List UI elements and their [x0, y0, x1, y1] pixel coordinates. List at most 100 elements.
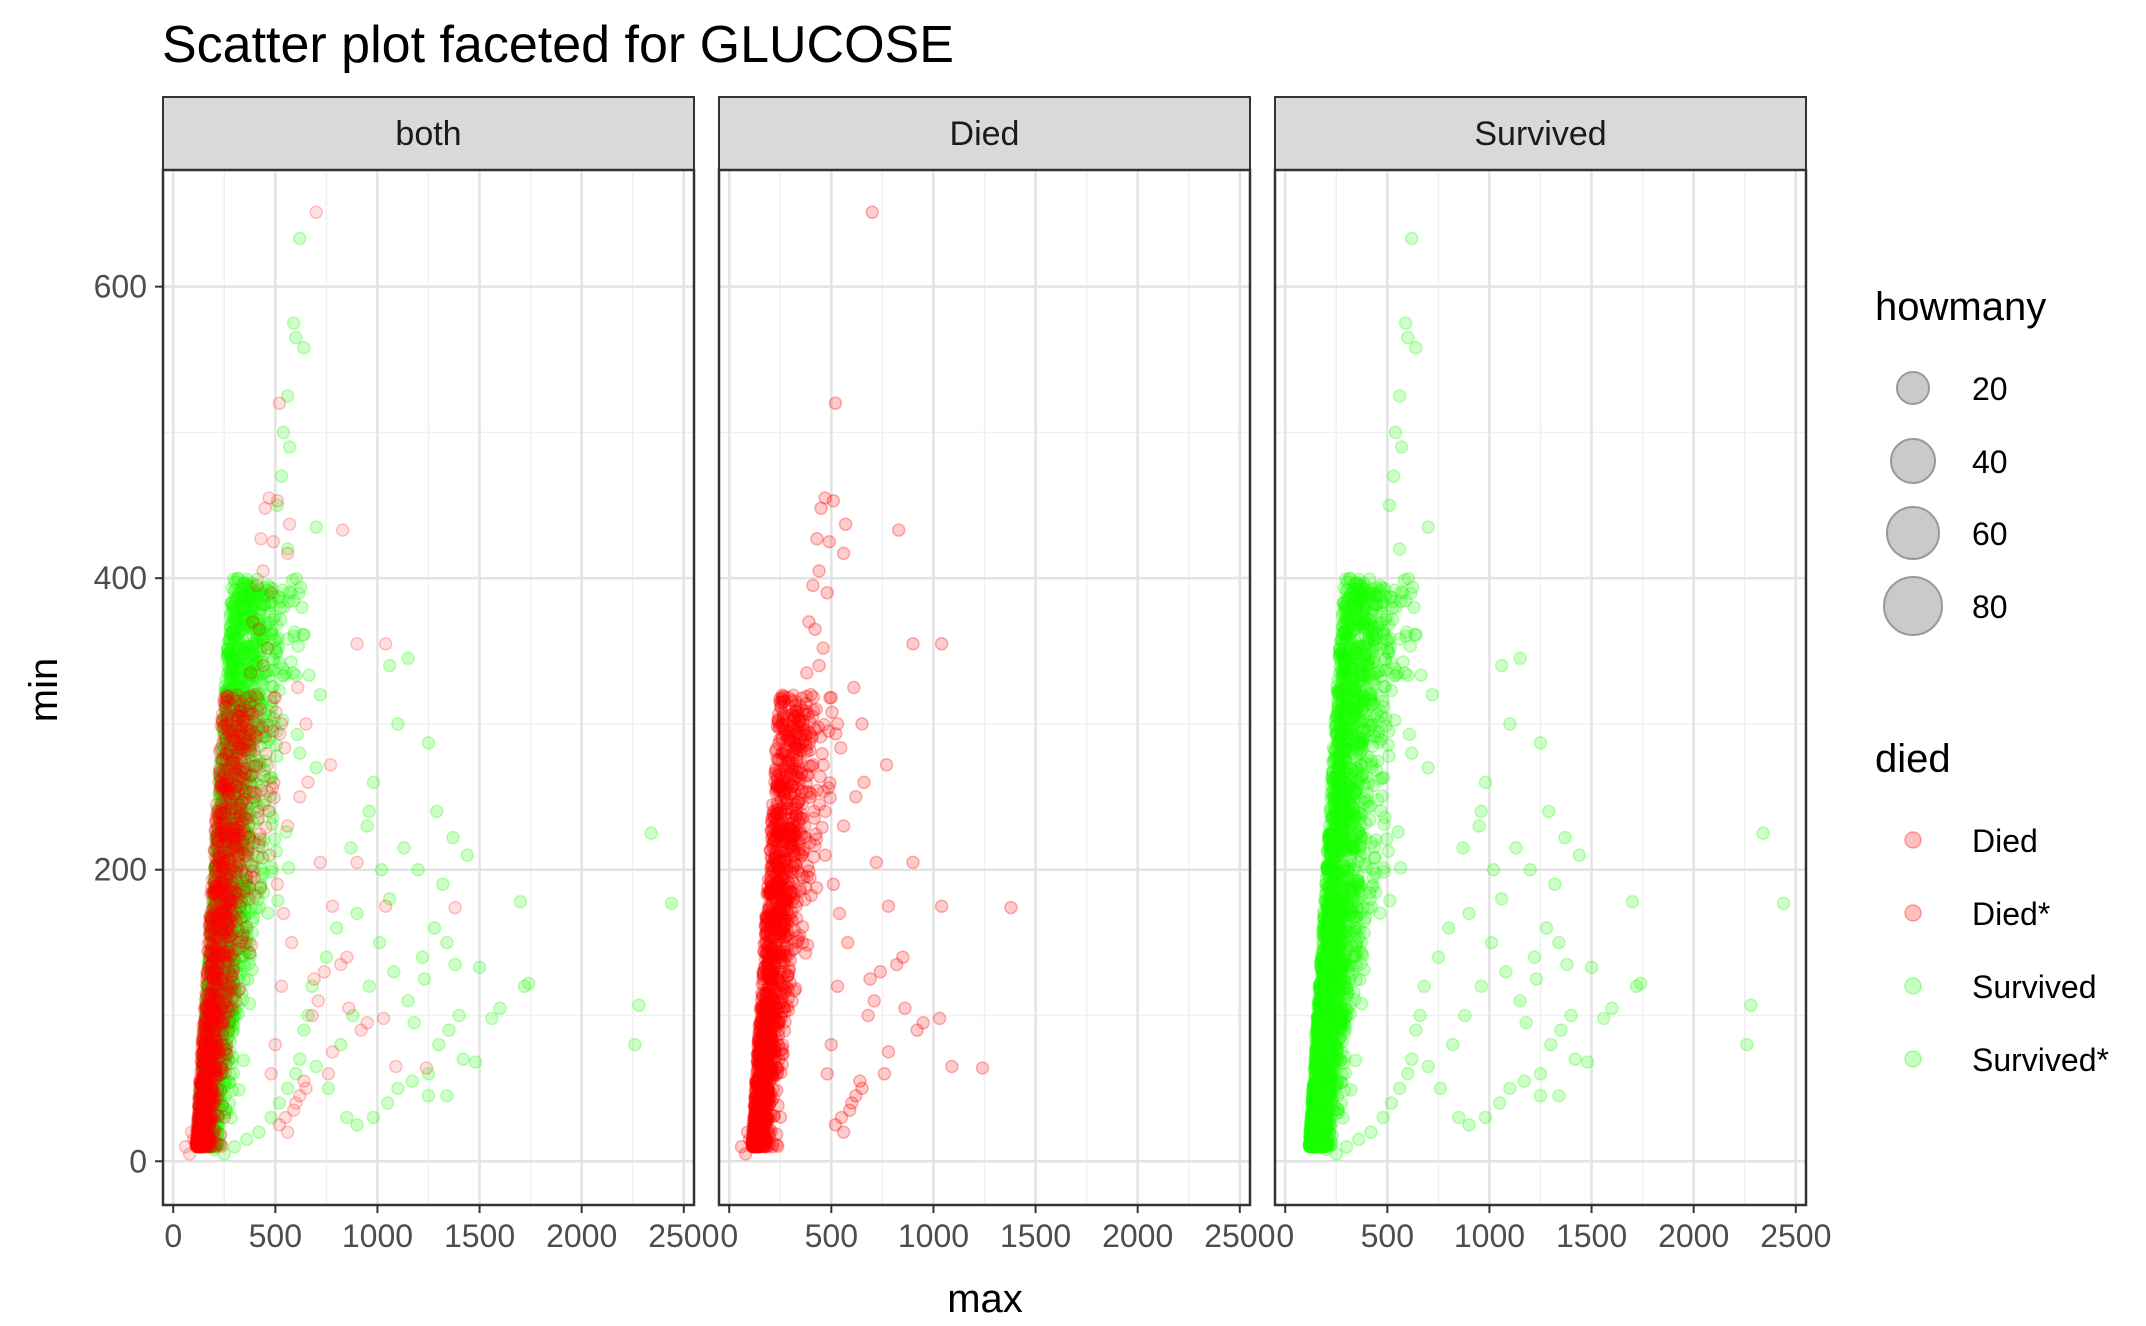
data-point [213, 1023, 228, 1037]
data-point [221, 1009, 235, 1024]
data-point [213, 968, 227, 982]
data-point [197, 1051, 212, 1066]
data-point [350, 906, 364, 921]
data-point [199, 1124, 214, 1138]
data-point [194, 1138, 209, 1152]
data-point [293, 1088, 307, 1103]
data-point [201, 1134, 216, 1149]
data-point [242, 589, 257, 603]
data-point [270, 724, 284, 739]
data-point [828, 396, 843, 410]
data-point [236, 1053, 251, 1068]
series-survived [190, 231, 679, 1161]
data-point [222, 794, 236, 809]
data-point [881, 899, 896, 913]
x-tick-label: 500 [249, 1218, 302, 1254]
data-point [197, 1037, 211, 1052]
data-point [238, 642, 252, 657]
data-point [446, 830, 460, 845]
data-point [201, 1139, 216, 1154]
data-point [236, 711, 251, 725]
data-point [199, 1118, 213, 1132]
data-point [225, 581, 239, 596]
data-point [219, 753, 233, 767]
data-point [217, 856, 232, 870]
data-point [212, 941, 227, 956]
data-point [207, 917, 221, 932]
data-point [401, 651, 415, 666]
data-point [226, 775, 241, 790]
data-point [225, 709, 239, 723]
data-point [221, 908, 235, 923]
data-point [193, 1091, 207, 1106]
data-point [212, 1056, 226, 1071]
data-point [250, 578, 264, 593]
data-point [210, 1071, 225, 1086]
data-point [293, 231, 307, 246]
data-point [513, 895, 528, 909]
data-point [932, 1011, 947, 1026]
data-point [194, 1128, 208, 1143]
x-tick-label: 0 [164, 1218, 182, 1254]
data-point [260, 664, 274, 679]
data-point [280, 389, 295, 403]
data-point [193, 1099, 207, 1113]
data-point [200, 1138, 215, 1153]
data-point [210, 847, 225, 862]
data-point [812, 658, 826, 673]
data-point [205, 1136, 220, 1151]
data-point [192, 1121, 206, 1135]
data-point [209, 833, 224, 847]
data-point [286, 316, 301, 330]
data-point [244, 722, 258, 736]
data-point [216, 742, 231, 757]
data-point [207, 991, 222, 1005]
data-point [224, 666, 238, 680]
data-point [210, 880, 224, 894]
data-point [204, 1098, 218, 1112]
data-point [218, 899, 232, 913]
data-point [431, 1037, 446, 1052]
data-point [202, 981, 216, 995]
data-point [193, 1128, 207, 1142]
data-point [468, 1055, 483, 1069]
data-point [644, 826, 658, 841]
data-point [264, 1110, 278, 1125]
data-point [207, 964, 221, 979]
data-point [257, 581, 272, 595]
data-point [213, 1021, 228, 1035]
data-point [293, 1052, 307, 1066]
data-point [191, 1132, 206, 1146]
data-point [224, 860, 239, 874]
data-point [218, 897, 232, 912]
data-point [209, 1057, 223, 1072]
data-point [202, 1041, 217, 1055]
data-point [253, 702, 267, 717]
data-point [202, 1014, 216, 1029]
data-point [207, 886, 222, 901]
data-point [197, 1112, 211, 1126]
data-point [223, 791, 238, 806]
data-point [323, 758, 338, 772]
data-point [218, 816, 233, 831]
data-point [366, 775, 381, 790]
data-point [205, 986, 219, 1000]
data-point [220, 641, 235, 656]
data-point [407, 1016, 421, 1030]
data-point [277, 741, 292, 755]
data-point [231, 823, 245, 838]
data-point [197, 1134, 211, 1149]
data-point [216, 970, 230, 985]
data-point [265, 781, 280, 795]
data-point [255, 729, 269, 744]
data-point [198, 1136, 212, 1151]
data-point [238, 774, 253, 788]
data-point [204, 1123, 219, 1138]
data-point [205, 1013, 219, 1028]
data-point [239, 651, 253, 666]
data-point [204, 1049, 218, 1064]
data-point [218, 950, 232, 964]
data-point [252, 1125, 266, 1139]
data-point [204, 1102, 218, 1117]
